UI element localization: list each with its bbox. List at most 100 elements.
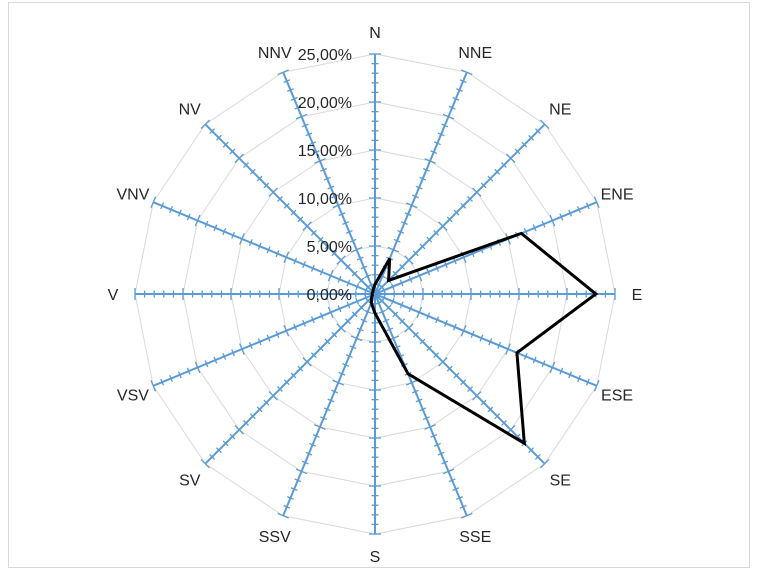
axis-tick bbox=[393, 238, 401, 243]
axis-tick bbox=[345, 354, 353, 359]
direction-label-sv: SV bbox=[179, 472, 201, 489]
axis-tick bbox=[438, 357, 448, 367]
axis-tick bbox=[412, 331, 419, 338]
axis-tick bbox=[266, 246, 271, 254]
axis-tick bbox=[532, 224, 537, 232]
axis-tick bbox=[433, 141, 441, 146]
axis-tick bbox=[310, 316, 315, 324]
axis-tick bbox=[506, 153, 516, 163]
axis-tick bbox=[331, 389, 339, 394]
axis-tick bbox=[424, 424, 436, 430]
axis-tick bbox=[470, 330, 475, 338]
axis-tick bbox=[314, 158, 326, 164]
axis-tick bbox=[290, 209, 297, 216]
axis-tick bbox=[577, 206, 581, 213]
axis-tick bbox=[297, 216, 304, 223]
axis-tick bbox=[433, 229, 440, 236]
axis-tick bbox=[404, 255, 414, 265]
axis-tick bbox=[310, 229, 317, 236]
axis-tick bbox=[349, 345, 357, 350]
axis-tick bbox=[287, 88, 294, 92]
axis-tick bbox=[293, 257, 298, 265]
axis-tick bbox=[577, 375, 581, 382]
radial-tick-label: 0,00% bbox=[307, 287, 352, 304]
axis-tick bbox=[150, 380, 157, 392]
direction-label-nne: NNE bbox=[458, 45, 492, 62]
axis-tick bbox=[399, 318, 406, 325]
axis-tick bbox=[222, 141, 229, 148]
axis-tick bbox=[387, 246, 400, 253]
axis-tick bbox=[277, 69, 289, 76]
axis-spoke-nnv bbox=[282, 71, 376, 295]
axis-tick bbox=[229, 433, 236, 440]
axis-tick bbox=[277, 512, 289, 519]
axis-tick bbox=[437, 132, 445, 137]
axis-tick bbox=[263, 399, 270, 406]
axis-tick bbox=[239, 233, 245, 245]
axis-tick bbox=[337, 275, 342, 283]
axis-tick bbox=[541, 220, 546, 228]
axis-tick bbox=[283, 202, 290, 209]
axis-tick bbox=[213, 356, 218, 364]
axis-tick bbox=[461, 512, 473, 519]
axis-tick bbox=[356, 327, 364, 332]
axis-spoke-vsv bbox=[152, 293, 376, 387]
axis-tick bbox=[351, 270, 358, 277]
axis-tick bbox=[351, 311, 358, 318]
axis-tick bbox=[277, 196, 283, 202]
axis-tick bbox=[501, 420, 507, 426]
axis-tick bbox=[534, 453, 541, 460]
axis-tick bbox=[324, 338, 331, 345]
axis-tick bbox=[433, 352, 440, 359]
axis-tick bbox=[327, 306, 334, 319]
axis-tick bbox=[257, 242, 262, 250]
axis-tick bbox=[382, 318, 390, 323]
axis-tick bbox=[234, 153, 244, 163]
axis-tick bbox=[194, 361, 201, 374]
axis-tick bbox=[415, 398, 423, 403]
axis-tick bbox=[305, 451, 313, 456]
axis-tick bbox=[249, 413, 256, 420]
axis-tick bbox=[452, 96, 460, 101]
axis-tick bbox=[356, 256, 364, 261]
axis-tick bbox=[549, 214, 556, 227]
axis-tick bbox=[549, 361, 556, 374]
axis-tick bbox=[430, 150, 438, 155]
axis-tick bbox=[453, 372, 460, 379]
axis-tick bbox=[263, 182, 270, 189]
axis-tick bbox=[283, 379, 290, 386]
axis-tick bbox=[342, 221, 350, 225]
direction-label-nnv: NNV bbox=[258, 45, 292, 62]
axis-tick bbox=[505, 343, 511, 355]
axis-tick bbox=[294, 478, 302, 483]
axis-tick bbox=[494, 168, 501, 175]
axis-tick bbox=[277, 386, 283, 392]
axis-tick bbox=[345, 229, 353, 234]
axis-tick bbox=[399, 279, 404, 287]
axis-tick bbox=[294, 105, 302, 110]
axis-tick bbox=[215, 447, 222, 454]
axis-tick bbox=[385, 304, 392, 311]
axis-tick bbox=[585, 378, 590, 386]
axis-tick bbox=[248, 239, 253, 247]
axis-tick bbox=[312, 150, 320, 155]
axis-tick bbox=[430, 433, 438, 438]
axis-tick bbox=[194, 214, 201, 227]
axis-tick bbox=[411, 194, 419, 199]
axis-tick bbox=[437, 451, 445, 456]
direction-label-n: N bbox=[369, 25, 381, 42]
direction-label-vnv: VNV bbox=[116, 187, 149, 204]
radial-tick-label: 25,00% bbox=[298, 47, 352, 64]
axis-tick bbox=[314, 424, 326, 430]
axis-tick bbox=[523, 228, 528, 236]
axis-tick bbox=[324, 243, 331, 250]
axis-spoke-ese bbox=[374, 293, 598, 387]
axis-tick bbox=[467, 386, 473, 392]
axis-tick bbox=[283, 251, 290, 264]
axis-tick bbox=[528, 447, 535, 454]
axis-tick bbox=[411, 389, 419, 394]
axis-tick bbox=[215, 134, 222, 141]
axis-tick bbox=[305, 132, 313, 137]
axis-tick bbox=[327, 398, 335, 403]
